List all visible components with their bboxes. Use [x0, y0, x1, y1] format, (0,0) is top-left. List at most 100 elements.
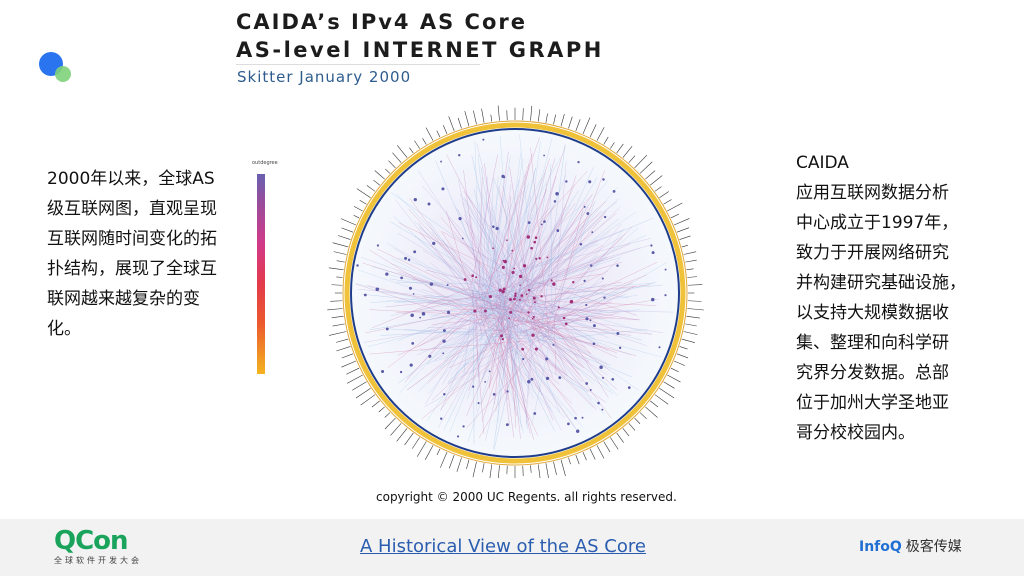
graph-node — [574, 416, 577, 420]
ring-label-tick — [639, 412, 647, 419]
graph-edge — [478, 319, 547, 439]
graph-edge — [404, 329, 555, 338]
graph-node — [513, 297, 516, 301]
title-divider — [236, 64, 480, 65]
graph-node — [585, 382, 589, 385]
ring-label-tick — [356, 188, 371, 198]
graph-edge — [391, 258, 548, 343]
graph-node — [531, 317, 534, 320]
graph-node — [533, 301, 536, 304]
ring-label-tick — [353, 215, 360, 219]
graph-edge — [529, 226, 633, 330]
graph-node — [535, 257, 538, 260]
graph-edge — [428, 297, 506, 394]
graph-edge — [525, 292, 534, 426]
graph-edge — [397, 312, 494, 356]
graph-edge — [450, 307, 521, 390]
graph-node — [585, 317, 589, 321]
graph-edge — [387, 242, 484, 299]
graph-edge — [529, 284, 663, 297]
graph-node — [508, 317, 510, 319]
graph-node — [540, 295, 543, 298]
ring-label-tick — [679, 235, 691, 240]
graph-node — [505, 423, 509, 427]
right-line: 究界分发数据。总部 — [796, 363, 949, 383]
graph-node — [567, 422, 570, 426]
graph-node — [446, 310, 451, 314]
ring-label-tick — [464, 110, 470, 127]
graph-node — [461, 237, 464, 240]
graph-node — [404, 256, 408, 260]
graph-node — [538, 257, 541, 260]
graph-edge — [390, 192, 516, 279]
ring-label-tick — [603, 441, 611, 453]
historical-view-link[interactable]: A Historical View of the AS Core — [360, 536, 646, 557]
ring-label-tick — [603, 136, 609, 145]
ring-label-tick — [568, 457, 571, 465]
graph-node — [511, 270, 515, 274]
infoq-logo: InfoQ 极客传媒 — [859, 536, 962, 556]
right-line: 中心成立于1997年， — [796, 213, 959, 233]
graph-node — [519, 284, 521, 286]
graph-edge — [532, 223, 622, 331]
graph-node — [577, 160, 580, 164]
graph-edge — [495, 295, 592, 354]
graph-node — [442, 329, 446, 332]
ring-label-tick — [442, 125, 448, 135]
legend-ticks — [268, 174, 288, 374]
graph-node — [651, 251, 655, 255]
graph-nodes — [356, 138, 667, 438]
graph-node — [558, 376, 562, 380]
graph-edge — [536, 166, 594, 294]
graph-edge — [497, 321, 503, 423]
graph-node — [410, 313, 414, 318]
graph-edge — [419, 227, 547, 330]
graph-edge — [406, 313, 508, 391]
graph-node — [514, 294, 517, 298]
ring-label-tick — [596, 127, 605, 141]
ring-label-tick — [409, 147, 414, 154]
graph-edge — [497, 301, 618, 358]
graph-edge — [367, 285, 524, 323]
ring-label-tick — [687, 276, 697, 278]
graph-node — [501, 265, 505, 269]
graph-edge — [481, 286, 525, 422]
graph-node — [413, 250, 417, 254]
ring-label-tick — [659, 388, 675, 399]
graph-node — [601, 408, 604, 411]
graph-edge — [518, 234, 626, 300]
graph-node — [601, 277, 604, 280]
graph-node — [589, 388, 592, 391]
ring-label-tick — [537, 109, 541, 122]
graph-edge — [467, 320, 497, 400]
graph-node — [576, 429, 580, 433]
graph-node — [509, 298, 512, 302]
graph-edge — [528, 288, 591, 354]
ring-label-tick — [371, 400, 380, 408]
graph-node — [556, 229, 560, 232]
graph-edge — [476, 143, 514, 293]
graph-edge — [502, 206, 621, 323]
ring-label-tick — [412, 437, 420, 449]
graph-node — [569, 299, 574, 304]
graph-node — [509, 310, 513, 314]
graph-edge — [529, 313, 664, 334]
ring-label-tick — [616, 143, 624, 154]
copyright-notice: copyright © 2000 UC Regents. all rights … — [376, 490, 677, 504]
graph-edge — [493, 292, 516, 449]
graph-edge — [514, 296, 579, 375]
graph-node — [532, 315, 535, 318]
graph-node — [650, 244, 653, 247]
graph-edge — [424, 307, 502, 321]
graph-edge — [533, 329, 648, 342]
graph-edge — [512, 244, 653, 285]
graph-edge — [553, 324, 631, 356]
graph-edge — [471, 292, 639, 321]
graph-node — [603, 215, 607, 219]
graph-edge — [390, 263, 540, 325]
ring-label-tick — [489, 464, 493, 478]
ring-label-tick — [610, 142, 615, 149]
graph-edge — [483, 155, 511, 319]
graph-edge — [527, 183, 548, 307]
graph-node — [381, 369, 385, 373]
